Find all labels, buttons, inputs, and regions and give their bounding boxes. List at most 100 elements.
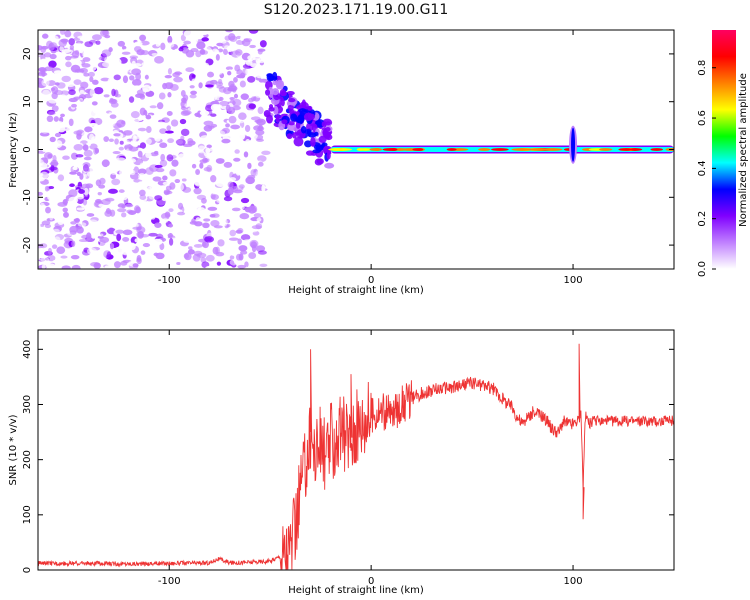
heatmap-cell (253, 213, 262, 218)
heatmap-cell (101, 49, 112, 57)
heatmap-cell (290, 113, 298, 122)
heatmap-cell (54, 132, 62, 138)
heatmap-cell (179, 118, 187, 125)
heatmap-cell (221, 112, 231, 118)
carrier-peak (478, 148, 491, 151)
heatmap-cell (61, 183, 69, 191)
heatmap-cell (229, 97, 235, 101)
heatmap-cell (38, 191, 43, 196)
heatmap-cell (238, 154, 244, 160)
heatmap-cell (231, 207, 241, 212)
heatmap-cell (198, 82, 203, 89)
heatmap-cell (295, 111, 300, 116)
heatmap-cell (89, 133, 95, 142)
heatmap-cell (129, 169, 136, 176)
heatmap-cell (273, 105, 279, 115)
heatmap-cell (78, 189, 85, 194)
snr-y-label: SNR (10 * v/v) (8, 414, 19, 485)
heatmap-cell (102, 219, 110, 227)
heatmap-cell (99, 72, 106, 76)
heatmap-cell (255, 72, 266, 79)
heatmap-cell (159, 185, 168, 189)
heatmap-cell (41, 121, 49, 130)
heatmap-cell (123, 183, 134, 187)
heatmap-cell (136, 130, 143, 138)
heatmap-cell (69, 171, 78, 175)
carrier-peak (390, 148, 398, 151)
heatmap-cell (268, 106, 275, 112)
heatmap-cell (129, 55, 139, 59)
heatmap-cell (165, 42, 175, 48)
carrier-peak (491, 148, 509, 151)
heatmap-cell (212, 189, 221, 196)
heatmap-cell (197, 145, 206, 154)
heatmap-cell (49, 136, 56, 143)
heatmap-cell (251, 205, 258, 213)
heatmap-cell (203, 120, 214, 126)
heatmap-cell (196, 93, 206, 102)
heatmap-cell (76, 193, 85, 200)
heatmap-cell (41, 144, 47, 153)
heatmap-cell (187, 249, 195, 255)
heatmap-cell (127, 121, 135, 126)
heatmap-cell (195, 168, 201, 175)
heatmap-cell (167, 232, 173, 238)
heatmap-cell (53, 173, 60, 177)
heatmap-cell (112, 196, 122, 202)
heatmap-cell (244, 124, 251, 133)
heatmap-cell (139, 162, 144, 169)
heatmap-cell (212, 246, 219, 255)
heatmap-cell (164, 194, 175, 202)
heatmap-cell (233, 93, 239, 99)
heatmap-cell (145, 192, 151, 196)
heatmap-cell (62, 207, 68, 213)
heatmap-cell (107, 68, 115, 73)
heatmap-cell (53, 116, 59, 122)
heatmap-cell (113, 47, 122, 52)
heatmap-cell (205, 153, 215, 159)
heatmap-cell (174, 226, 182, 230)
heatmap-cell (116, 119, 126, 128)
heatmap-cell (88, 219, 98, 226)
heatmap-cell (70, 255, 80, 260)
heatmap-cell (106, 251, 112, 259)
heatmap-cell (109, 205, 114, 210)
heatmap-cell (44, 66, 54, 72)
heatmap-cell (56, 125, 66, 133)
heatmap-cell (240, 234, 251, 241)
heatmap-cell (185, 229, 191, 235)
heatmap-cell (68, 89, 76, 96)
heatmap-cell (286, 133, 293, 140)
heatmap-cell (221, 218, 228, 227)
heatmap-cell (242, 239, 253, 244)
heatmap-cell (266, 114, 273, 124)
heatmap-cell (250, 169, 257, 177)
heatmap-cell (229, 259, 238, 266)
heatmap-cell (217, 69, 223, 75)
heatmap-cell (232, 98, 242, 107)
heatmap-cell (78, 105, 84, 113)
heatmap-cell (93, 147, 98, 155)
heatmap-cell (111, 99, 117, 103)
heatmap-cell (205, 209, 210, 218)
heatmap-cell (236, 74, 245, 79)
heatmap-cell (249, 239, 259, 248)
heatmap-cell (100, 77, 110, 82)
heatmap-cell (247, 76, 256, 83)
heatmap-cell (76, 207, 85, 211)
heatmap-cell (145, 237, 156, 243)
heatmap-cell (115, 229, 125, 234)
heatmap-cell (139, 266, 145, 269)
heatmap-cell (210, 113, 217, 117)
heatmap-cell (162, 181, 170, 186)
heatmap-cell (110, 34, 116, 42)
heatmap-cell (154, 222, 162, 228)
heatmap-cell (44, 52, 52, 58)
figure-title: S120.2023.171.19.00.G11 (264, 2, 449, 18)
heatmap-cell (248, 103, 257, 110)
heatmap-cell (206, 164, 213, 173)
heatmap-cell (180, 261, 185, 269)
heatmap-cell (170, 119, 179, 127)
heatmap-cell (245, 67, 252, 76)
heatmap-cell (172, 109, 181, 113)
